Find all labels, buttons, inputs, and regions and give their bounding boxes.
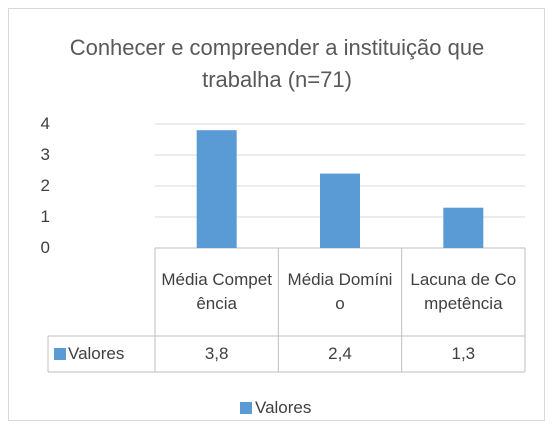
legend-label: Valores bbox=[255, 398, 312, 417]
legend-key bbox=[240, 402, 252, 414]
y-tick-label: 0 bbox=[40, 238, 50, 257]
y-tick-label: 3 bbox=[40, 145, 50, 164]
category-label: Lacuna de Competência bbox=[410, 270, 517, 313]
y-tick-label: 4 bbox=[40, 114, 50, 133]
bar bbox=[196, 130, 237, 248]
category-label: Média Domínio bbox=[287, 270, 393, 313]
y-tick-label: 1 bbox=[40, 207, 50, 226]
bar bbox=[443, 207, 484, 248]
table-value: 1,3 bbox=[451, 344, 476, 363]
chart-frame bbox=[8, 8, 545, 421]
category-label: Média Competência bbox=[161, 270, 272, 313]
table-value: 2,4 bbox=[328, 344, 352, 363]
table-value: 3,8 bbox=[204, 344, 229, 363]
bar bbox=[320, 173, 360, 248]
legend-key bbox=[54, 348, 66, 360]
y-tick-label: 2 bbox=[40, 176, 50, 195]
table-series-name: Valores bbox=[68, 344, 125, 363]
chart-title: Conhecer e compreender a instituição que… bbox=[69, 35, 485, 92]
